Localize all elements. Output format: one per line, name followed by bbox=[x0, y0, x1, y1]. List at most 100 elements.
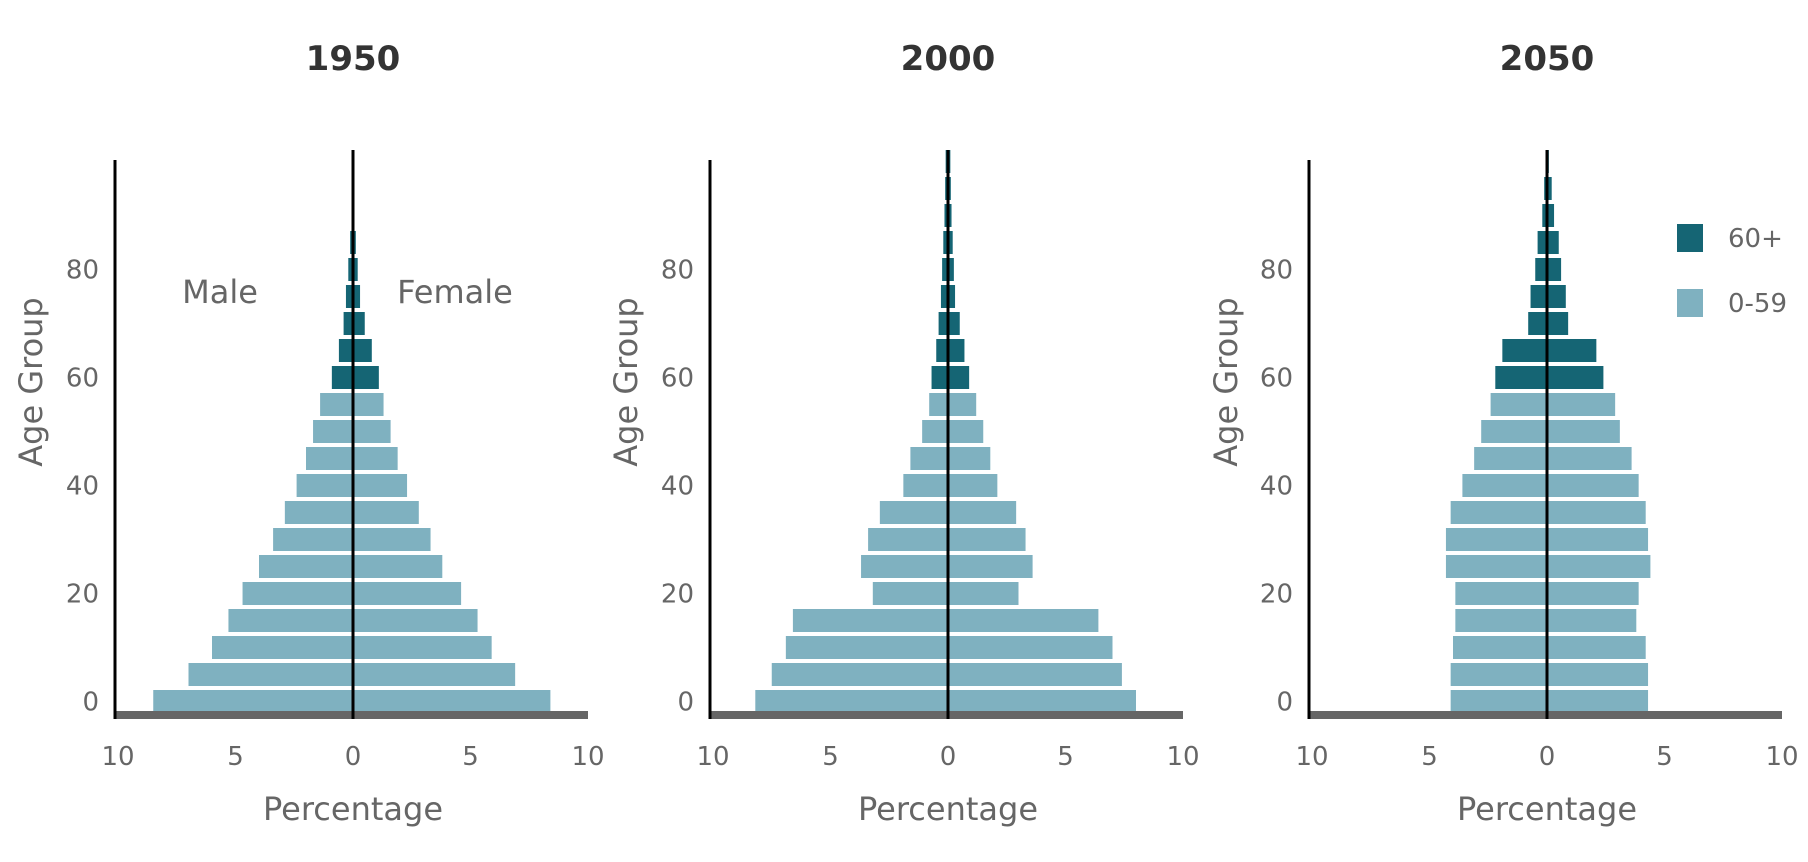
bar-female-25-29 bbox=[948, 555, 1033, 578]
bar-female-65-69 bbox=[948, 339, 965, 362]
bar-male-40-44 bbox=[903, 474, 948, 497]
bar-male-10-14 bbox=[1453, 636, 1547, 659]
bar-female-75-79 bbox=[948, 285, 956, 308]
legend-label: 60+ bbox=[1728, 224, 1783, 254]
female-annotation: Female bbox=[397, 273, 513, 311]
bar-female-90-94 bbox=[1547, 204, 1555, 227]
x-tick-label: 10 bbox=[696, 742, 729, 772]
x-tick-label: 0 bbox=[940, 742, 957, 772]
bar-male-15-19 bbox=[1455, 609, 1547, 632]
bar-female-10-14 bbox=[948, 636, 1113, 659]
bar-female-65-69 bbox=[1547, 339, 1597, 362]
x-tick-label: 10 bbox=[1765, 742, 1798, 772]
bar-female-80-84 bbox=[1547, 258, 1562, 281]
bar-female-85-89 bbox=[1547, 231, 1559, 254]
chart-title: 2050 bbox=[1500, 39, 1595, 79]
bar-female-35-39 bbox=[948, 501, 1017, 524]
legend-swatch-sixty-plus bbox=[1677, 224, 1703, 252]
bar-female-50-54 bbox=[1547, 420, 1620, 443]
bar-male-65-69 bbox=[338, 339, 353, 362]
bar-female-35-39 bbox=[353, 501, 419, 524]
bar-male-0-4 bbox=[153, 690, 353, 713]
bar-male-55-59 bbox=[929, 393, 948, 416]
bar-female-40-44 bbox=[353, 474, 408, 497]
x-tick-label: 5 bbox=[822, 742, 839, 772]
bar-female-45-49 bbox=[1547, 447, 1632, 470]
bar-female-20-24 bbox=[353, 582, 462, 605]
x-tick-label: 10 bbox=[571, 742, 604, 772]
bar-female-15-19 bbox=[948, 609, 1099, 632]
bar-male-70-74 bbox=[938, 312, 948, 335]
x-tick-label: 10 bbox=[1166, 742, 1199, 772]
bar-female-10-14 bbox=[353, 636, 492, 659]
bar-female-75-79 bbox=[353, 285, 361, 308]
y-tick-label: 40 bbox=[1260, 472, 1293, 502]
bar-female-15-19 bbox=[353, 609, 478, 632]
bar-male-45-49 bbox=[910, 447, 948, 470]
bar-female-0-4 bbox=[948, 690, 1136, 713]
bar-male-30-34 bbox=[1445, 528, 1547, 551]
bar-female-5-9 bbox=[353, 663, 516, 686]
bar-female-75-79 bbox=[1547, 285, 1566, 308]
bar-male-10-14 bbox=[785, 636, 948, 659]
y-tick-label: 0 bbox=[1276, 688, 1293, 718]
bar-male-70-74 bbox=[343, 312, 353, 335]
bar-male-45-49 bbox=[1474, 447, 1547, 470]
y-tick-label: 20 bbox=[1260, 580, 1293, 610]
bar-male-60-64 bbox=[331, 366, 353, 389]
y-tick-label: 0 bbox=[677, 688, 694, 718]
bar-female-45-49 bbox=[353, 447, 398, 470]
bar-male-40-44 bbox=[296, 474, 353, 497]
bar-male-0-4 bbox=[1450, 690, 1547, 713]
bar-male-25-29 bbox=[861, 555, 948, 578]
bar-female-35-39 bbox=[1547, 501, 1646, 524]
bar-female-50-54 bbox=[353, 420, 391, 443]
bar-male-30-34 bbox=[273, 528, 353, 551]
x-axis-title: Percentage bbox=[1457, 790, 1637, 828]
bar-male-75-79 bbox=[940, 285, 948, 308]
bar-female-30-34 bbox=[948, 528, 1026, 551]
bar-male-55-59 bbox=[1490, 393, 1547, 416]
bar-male-90-94 bbox=[944, 204, 948, 227]
bar-male-75-79 bbox=[1530, 285, 1547, 308]
bar-female-55-59 bbox=[353, 393, 384, 416]
x-tick-label: 0 bbox=[1539, 742, 1556, 772]
y-axis-title: Age Group bbox=[1207, 297, 1245, 466]
bar-male-15-19 bbox=[792, 609, 948, 632]
bar-male-65-69 bbox=[936, 339, 948, 362]
x-tick-label: 5 bbox=[1656, 742, 1673, 772]
chart-title: 1950 bbox=[306, 39, 401, 79]
y-tick-label: 80 bbox=[66, 256, 99, 286]
bar-female-20-24 bbox=[1547, 582, 1639, 605]
bar-male-90-94 bbox=[1542, 204, 1547, 227]
x-tick-label: 5 bbox=[462, 742, 479, 772]
bar-male-30-34 bbox=[868, 528, 948, 551]
bar-female-60-64 bbox=[948, 366, 970, 389]
bar-male-55-59 bbox=[320, 393, 353, 416]
bar-female-15-19 bbox=[1547, 609, 1637, 632]
x-axis-title: Percentage bbox=[263, 790, 443, 828]
bar-female-55-59 bbox=[1547, 393, 1616, 416]
bar-female-25-29 bbox=[353, 555, 443, 578]
y-tick-label: 40 bbox=[661, 472, 694, 502]
y-tick-label: 0 bbox=[82, 688, 99, 718]
bar-female-5-9 bbox=[1547, 663, 1649, 686]
x-tick-label: 10 bbox=[1295, 742, 1328, 772]
y-tick-label: 60 bbox=[661, 364, 694, 394]
bar-female-0-4 bbox=[1547, 690, 1649, 713]
bar-male-35-39 bbox=[879, 501, 948, 524]
y-tick-label: 40 bbox=[66, 472, 99, 502]
y-tick-label: 80 bbox=[661, 256, 694, 286]
bar-female-10-14 bbox=[1547, 636, 1646, 659]
bar-male-20-24 bbox=[872, 582, 948, 605]
bar-female-40-44 bbox=[948, 474, 998, 497]
bar-male-45-49 bbox=[306, 447, 353, 470]
bar-female-60-64 bbox=[353, 366, 379, 389]
y-axis-title: Age Group bbox=[12, 297, 50, 466]
bar-male-5-9 bbox=[1450, 663, 1547, 686]
bar-male-85-89 bbox=[943, 231, 948, 254]
bar-male-65-69 bbox=[1502, 339, 1547, 362]
